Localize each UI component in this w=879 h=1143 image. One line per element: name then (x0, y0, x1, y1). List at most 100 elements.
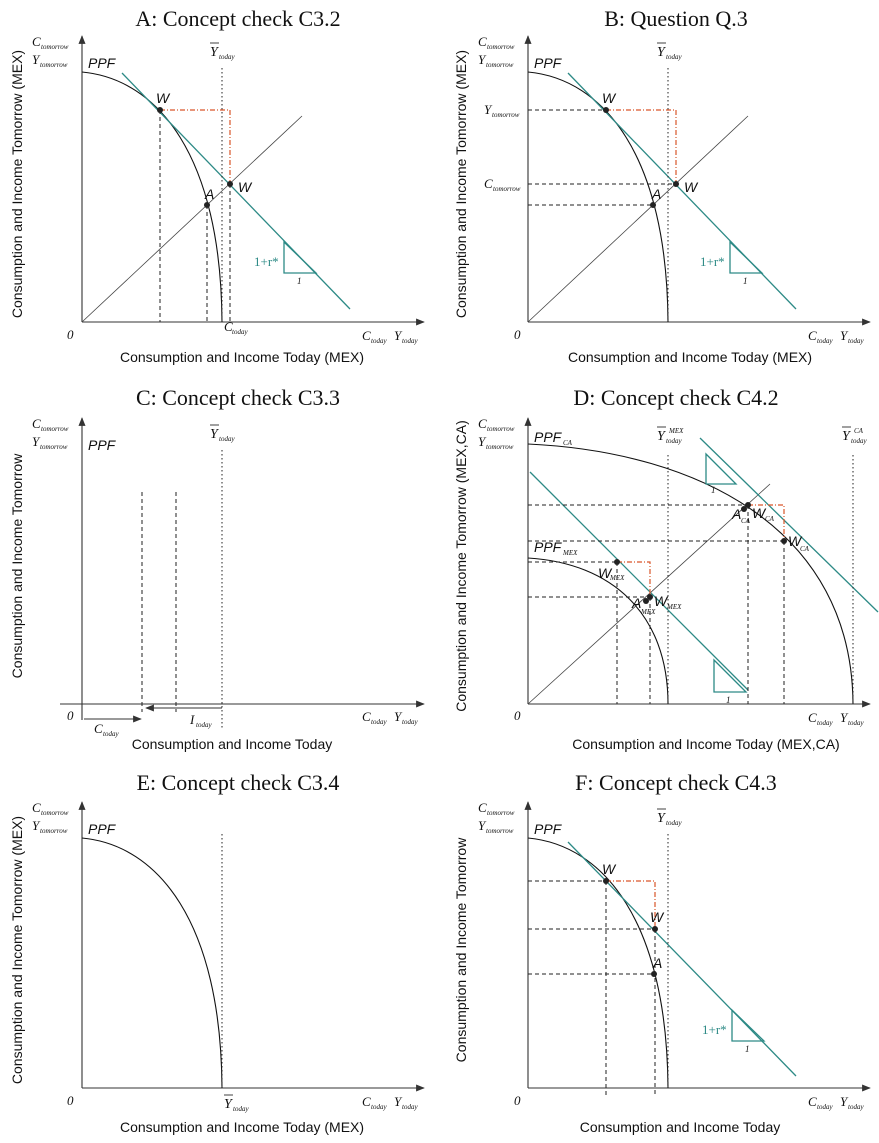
svg-text:1+r*: 1+r* (700, 254, 725, 269)
panel-a-ybar-label: Y today (210, 42, 235, 61)
svg-text:Y: Y (394, 709, 403, 724)
panel-b-title: B: Question Q.3 (604, 6, 748, 31)
panel-e-x-end-label: C today Y today (362, 1094, 418, 1111)
panel-f-xlabel: Consumption and Income Today (580, 1119, 781, 1135)
panel-d-world-price-mex (529, 471, 749, 691)
svg-text:tomorrow: tomorrow (41, 809, 69, 817)
panel-d-point-w2-mex-label: W MEX (654, 593, 682, 611)
svg-text:C: C (808, 328, 817, 343)
svg-text:0: 0 (67, 1093, 74, 1108)
svg-text:tomorrow: tomorrow (487, 425, 515, 433)
svg-text:C: C (478, 800, 487, 815)
svg-text:Y: Y (210, 427, 220, 442)
panel-a-ylabel: Consumption and Income Tomorrow (MEX) (9, 50, 25, 318)
panel-f-x-end-label: C today Y today (808, 1094, 864, 1111)
svg-text:MEX: MEX (562, 549, 578, 557)
svg-text:today: today (848, 719, 864, 727)
svg-text:today: today (851, 437, 867, 445)
panel-d-x-end-label: C today Y today (808, 710, 864, 727)
svg-text:C: C (484, 176, 493, 191)
panel-a-point-w1-label: W (156, 90, 171, 106)
svg-text:C: C (808, 1094, 817, 1109)
svg-text:0: 0 (514, 327, 521, 342)
panel-d-title: D: Concept check C4.2 (573, 385, 778, 410)
panel-c-c-tomorrow-label: C tomorrow Y tomorrow (32, 416, 69, 451)
panel-e-ppf-curve (81, 837, 223, 1089)
svg-text:today: today (666, 437, 682, 445)
svg-text:MEX: MEX (640, 608, 656, 616)
svg-text:MEX: MEX (609, 574, 625, 582)
svg-text:today: today (371, 718, 387, 726)
panel-e-ybar-tick: Y today (224, 1094, 249, 1113)
svg-text:Y: Y (840, 328, 849, 343)
panel-f-point-w2 (652, 926, 658, 932)
panel-b-ylabel: Consumption and Income Tomorrow (MEX) (453, 50, 469, 318)
svg-text:tomorrow: tomorrow (486, 443, 514, 451)
panel-b-ybar-label: Y today (657, 42, 682, 61)
panel-a-point-a-label: A (204, 186, 214, 202)
panel-b-c-tomorrow-tick: C tomorrow (484, 176, 521, 193)
panel-b-point-w1 (603, 107, 609, 113)
svg-text:Y: Y (394, 328, 403, 343)
svg-text:PPF: PPF (88, 437, 117, 453)
svg-text:Y: Y (210, 45, 220, 60)
svg-text:tomorrow: tomorrow (40, 443, 68, 451)
svg-text:Y: Y (478, 818, 487, 833)
panel-d-point-w-mex-label: W MEX (598, 565, 625, 582)
svg-text:PPF: PPF (534, 821, 563, 837)
svg-text:today: today (232, 328, 248, 336)
svg-text:C: C (32, 34, 41, 49)
panel-f: F: Concept check C4.3 Consumption and In… (453, 770, 871, 1135)
panel-e-xlabel: Consumption and Income Today (MEX) (120, 1119, 364, 1135)
panel-d-point-a-mex-label: A MEX (631, 595, 656, 616)
svg-text:Y: Y (394, 1094, 403, 1109)
panel-a-x-end-label: C today Y today (362, 328, 418, 345)
svg-text:tomorrow: tomorrow (492, 111, 520, 119)
panel-c-xlabel: Consumption and Income Today (132, 736, 333, 752)
panel-c-x-end-label: C today Y today (362, 709, 418, 726)
panel-e-title: E: Concept check C3.4 (137, 770, 340, 795)
svg-text:A: A (731, 506, 741, 522)
svg-text:Y: Y (32, 818, 41, 833)
svg-text:1: 1 (726, 695, 731, 705)
panel-d-ybar-mex-label: Y today MEX (657, 426, 684, 445)
panel-d-point-w-ca (745, 502, 751, 508)
svg-text:Y: Y (840, 1094, 849, 1109)
svg-text:today: today (196, 721, 212, 729)
panel-a-title: A: Concept check C3.2 (135, 6, 340, 31)
svg-text:today: today (371, 337, 387, 345)
panel-c-title: C: Concept check C3.3 (136, 385, 340, 410)
svg-text:W: W (602, 90, 617, 106)
svg-text:today: today (103, 730, 119, 738)
panel-a-point-w2 (227, 181, 233, 187)
svg-text:C: C (478, 34, 487, 49)
panel-d-point-w2-mex (647, 594, 653, 600)
svg-text:Y: Y (484, 102, 493, 117)
panel-f-ylabel: Consumption and Income Tomorrow (453, 837, 469, 1063)
panel-f-point-w1 (603, 878, 609, 884)
svg-text:1: 1 (711, 485, 716, 495)
panel-b-x-end-label: C today Y today (808, 328, 864, 345)
svg-text:A: A (631, 595, 641, 611)
panel-a-y-tomorrow-label: Y tomorrow (32, 52, 68, 69)
svg-text:today: today (817, 1103, 833, 1111)
svg-text:Y: Y (842, 429, 852, 444)
panel-d-point-w-mex (614, 559, 620, 565)
svg-text:C: C (224, 319, 233, 334)
svg-text:1+r*: 1+r* (702, 1022, 727, 1037)
svg-text:CA: CA (765, 515, 775, 523)
svg-text:tomorrow: tomorrow (40, 827, 68, 835)
svg-text:Y: Y (32, 434, 41, 449)
svg-text:tomorrow: tomorrow (487, 43, 515, 51)
svg-text:A: A (652, 955, 662, 971)
panel-d-c-tomorrow-label: C tomorrow Y tomorrow (478, 416, 515, 451)
panel-b-y-tomorrow-tick: Y tomorrow (484, 102, 520, 119)
svg-text:W: W (602, 861, 617, 877)
panel-b-ppf-curve (527, 71, 669, 323)
panel-d-point-w2-ca (781, 538, 787, 544)
panel-d-point-a-mex (643, 598, 649, 604)
svg-text:1: 1 (745, 1044, 750, 1054)
panel-c-i-today-label: I today (189, 712, 212, 729)
svg-text:CA: CA (800, 545, 810, 553)
svg-text:MEX: MEX (668, 427, 684, 435)
